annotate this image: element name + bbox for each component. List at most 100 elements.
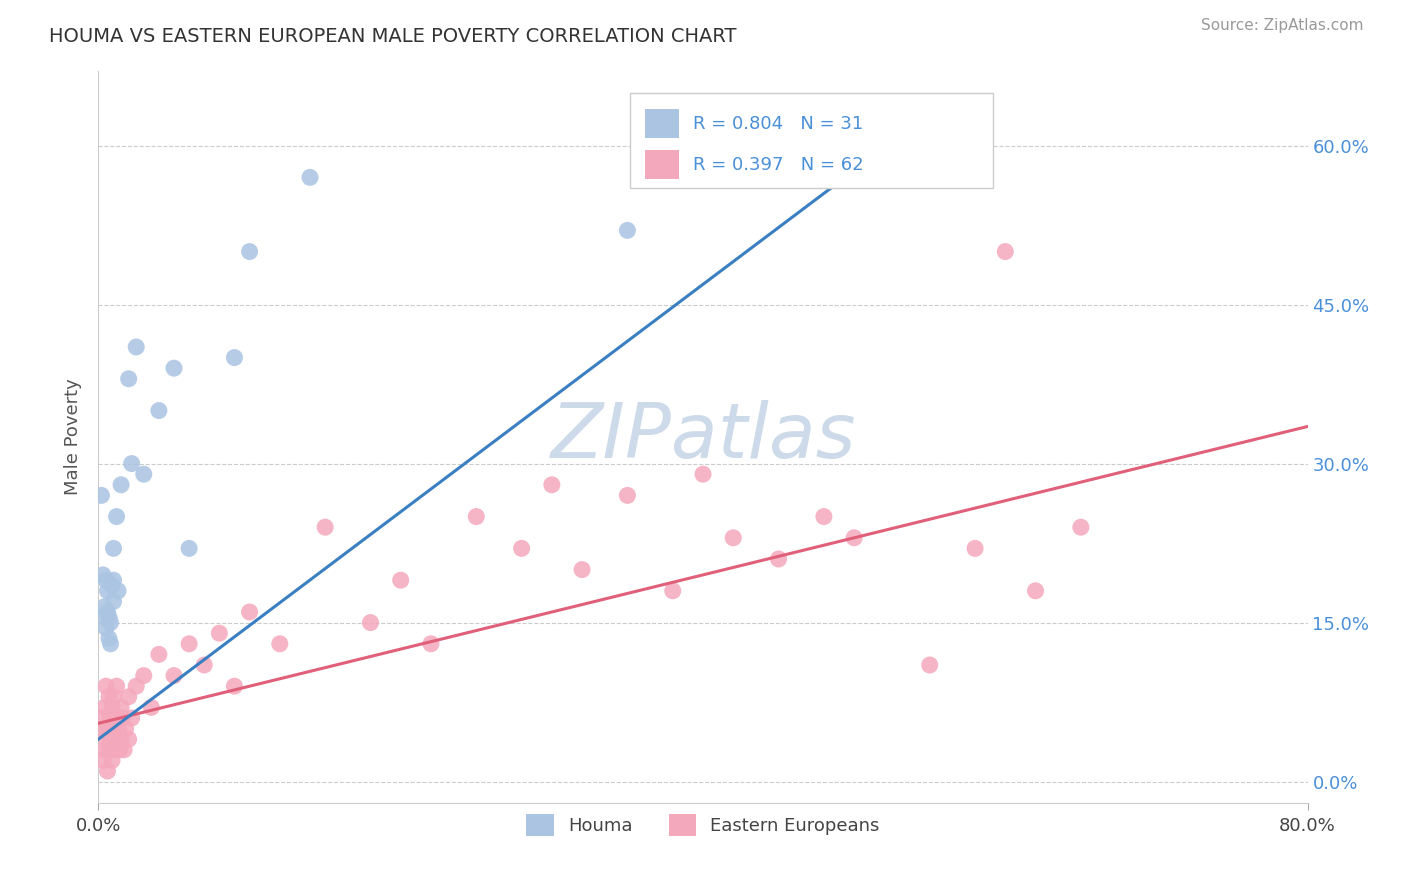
Point	[103, 573, 125, 587]
Point	[96, 764, 118, 778]
Point	[148, 403, 170, 417]
Legend: Houma, Eastern Europeans: Houma, Eastern Europeans	[517, 805, 889, 845]
Point	[1024, 583, 1046, 598]
Text: HOUMA VS EASTERN EUROPEAN MALE POVERTY CORRELATION CHART: HOUMA VS EASTERN EUROPEAN MALE POVERTY C…	[49, 27, 737, 45]
Point	[110, 477, 132, 491]
Text: ZIPatlas: ZIPatlas	[550, 401, 856, 474]
Point	[110, 732, 132, 747]
Point	[96, 605, 118, 619]
Point	[118, 372, 141, 386]
Point	[994, 244, 1017, 259]
Point	[91, 722, 114, 736]
Point	[118, 732, 141, 747]
Point	[616, 488, 638, 502]
Point	[269, 637, 291, 651]
Point	[661, 583, 683, 598]
Point	[103, 690, 125, 704]
Point	[101, 753, 124, 767]
Point	[91, 753, 114, 767]
Point	[91, 567, 114, 582]
Text: R = 0.804   N = 31: R = 0.804 N = 31	[693, 115, 863, 133]
Point	[93, 599, 115, 614]
Point	[103, 722, 125, 736]
Point	[101, 700, 124, 714]
Point	[98, 610, 121, 624]
Point	[121, 711, 143, 725]
Text: Source: ZipAtlas.com: Source: ZipAtlas.com	[1201, 18, 1364, 33]
Point	[105, 679, 128, 693]
Point	[112, 743, 135, 757]
Point	[94, 679, 117, 693]
Point	[100, 732, 122, 747]
Point	[692, 467, 714, 482]
Point	[918, 658, 941, 673]
Point	[844, 531, 866, 545]
FancyBboxPatch shape	[645, 109, 679, 138]
Point	[93, 700, 115, 714]
Point	[571, 563, 593, 577]
Point	[108, 743, 131, 757]
Point	[103, 541, 125, 556]
Point	[540, 477, 562, 491]
Point	[813, 509, 835, 524]
Point	[104, 711, 127, 725]
Point	[100, 711, 122, 725]
Point	[224, 679, 246, 693]
Point	[314, 520, 336, 534]
Point	[224, 351, 246, 365]
Point	[94, 732, 117, 747]
Point	[360, 615, 382, 630]
Point	[103, 594, 125, 608]
Point	[1070, 520, 1092, 534]
Point	[179, 637, 201, 651]
Point	[100, 637, 122, 651]
Point	[105, 732, 128, 747]
Point	[90, 488, 112, 502]
Point	[239, 605, 262, 619]
Point	[768, 552, 790, 566]
Point	[110, 700, 132, 714]
Point	[616, 223, 638, 237]
Point	[208, 626, 231, 640]
Point	[98, 743, 121, 757]
Point	[420, 637, 443, 651]
Point	[132, 668, 155, 682]
Y-axis label: Male Poverty: Male Poverty	[65, 379, 83, 495]
Point	[105, 509, 128, 524]
Point	[98, 632, 121, 646]
Point	[96, 583, 118, 598]
Point	[107, 722, 129, 736]
Point	[723, 531, 745, 545]
Point	[96, 722, 118, 736]
Point	[93, 743, 115, 757]
Point	[148, 648, 170, 662]
Point	[510, 541, 533, 556]
Point	[103, 743, 125, 757]
Point	[193, 658, 215, 673]
Point	[125, 340, 148, 354]
Point	[94, 573, 117, 587]
Point	[965, 541, 987, 556]
Point	[111, 711, 134, 725]
Point	[118, 690, 141, 704]
FancyBboxPatch shape	[630, 94, 993, 188]
Point	[98, 690, 121, 704]
Point	[125, 679, 148, 693]
Point	[101, 578, 124, 592]
Point	[239, 244, 262, 259]
Point	[163, 668, 186, 682]
Point	[389, 573, 412, 587]
Point	[100, 615, 122, 630]
Point	[121, 457, 143, 471]
Point	[90, 711, 112, 725]
Point	[94, 621, 117, 635]
Point	[107, 583, 129, 598]
Point	[114, 722, 136, 736]
Point	[141, 700, 163, 714]
Point	[93, 610, 115, 624]
Point	[299, 170, 322, 185]
Point	[179, 541, 201, 556]
Point	[465, 509, 488, 524]
Point	[163, 361, 186, 376]
FancyBboxPatch shape	[645, 150, 679, 179]
